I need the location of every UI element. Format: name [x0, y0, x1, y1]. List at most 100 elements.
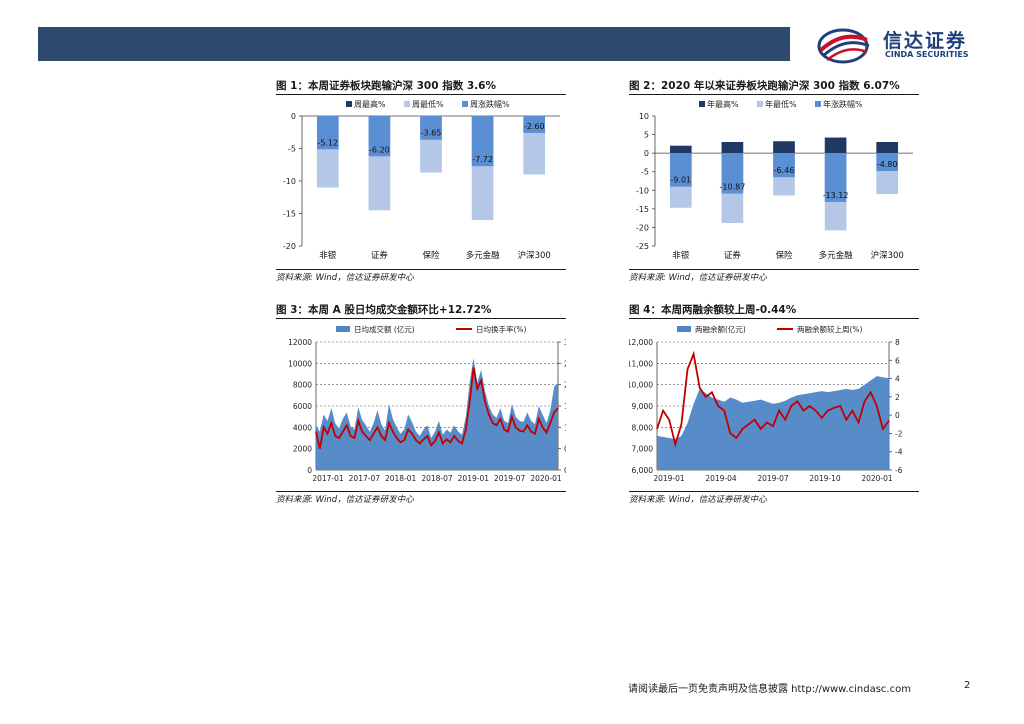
fig4-xtick-label-3: 2019-10: [809, 474, 841, 483]
fig2-bar-high-1: [721, 142, 744, 154]
figure-3-source: 资料来源: Wind，信达证券研发中心: [276, 495, 414, 505]
fig3-xtick-label-0: 2017-01: [312, 474, 344, 483]
fig4-legend-label-0: 两融余额(亿元): [695, 324, 746, 334]
fig2-ytick-label-3: -5: [641, 168, 649, 177]
figure-4-source: 资料来源: Wind，信达证券研发中心: [629, 495, 767, 505]
fig4-ytick-right-0: -6: [895, 466, 903, 475]
cinda-emblem-icon: [817, 28, 870, 64]
fig3-xtick-label-5: 2019-07: [494, 474, 526, 483]
fig1-bar-change-3: [471, 116, 494, 167]
figure-4-source-rule: [629, 491, 919, 492]
fig2-category-label-2: 保险: [775, 250, 793, 261]
fig3-ytick-right-3: 1.5: [564, 402, 566, 411]
fig1-legend-label-2: 周涨跌幅%: [470, 99, 510, 109]
fig2-legend-swatch-2: [815, 101, 821, 107]
fig4-ytick-left-4: 10,000: [629, 381, 653, 390]
page-number: 2: [964, 680, 971, 691]
fig1-category-label-4: 沪深300: [518, 250, 551, 261]
logo-english-name: CINDA SECURITIES: [885, 50, 969, 59]
fig3-ytick-right-6: 3: [564, 338, 566, 347]
fig4-ytick-right-5: 4: [895, 375, 900, 384]
figure-3-title-rule: [276, 318, 566, 319]
fig2-bar-high-3: [824, 137, 847, 154]
fig1-bar-change-1: [368, 116, 391, 157]
fig2-bar-change-0: [669, 153, 692, 187]
fig4-xtick-label-1: 2019-04: [705, 474, 737, 483]
fig1-ytick-label-3: -15: [283, 210, 296, 219]
fig1-data-label-3: -7.72: [472, 155, 493, 164]
fig2-bar-high-2: [773, 141, 795, 154]
fig4-line-series: [656, 350, 890, 448]
fig1-bar-change-2: [420, 116, 442, 140]
fig2-bar-change-2: [773, 153, 795, 178]
fig1-bar-change-0: [316, 116, 339, 150]
cinda-logo: 信达证券 CINDA SECURITIES: [815, 22, 995, 66]
figure-4-title: 图 4：本周两融余额较上周-0.44%: [629, 304, 797, 316]
fig2-bar-high-0: [669, 145, 692, 154]
fig1-data-label-2: -3.65: [421, 129, 442, 138]
fig1-legend-swatch-0: [346, 101, 352, 107]
fig1-ytick-label-0: 0: [291, 112, 296, 121]
fig2-legend-label-2: 年涨跌幅%: [823, 99, 863, 109]
fig4-xtick-label-2: 2019-07: [757, 474, 789, 483]
fig4-ytick-right-3: 0: [895, 411, 900, 420]
fig2-bar-change-4: [876, 153, 899, 171]
fig3-xtick-label-3: 2018-07: [421, 474, 453, 483]
figure-4-title-rule: [629, 318, 919, 319]
fig1-data-label-1: -6.20: [369, 145, 390, 154]
fig2-bar-change-1: [721, 153, 744, 194]
figure-3-title: 图 3：本周 A 股日均成交金额环比+12.72%: [276, 304, 492, 316]
fig2-ytick-label-1: 5: [644, 131, 649, 140]
fig3-legend-label-1: 日均换手率(%): [476, 324, 527, 334]
fig3-area-series: [316, 358, 558, 470]
fig2-data-label-4: -4.80: [877, 160, 898, 169]
fig4-ytick-left-6: 12,000: [629, 338, 653, 347]
fig4-ytick-left-0: 6,000: [632, 466, 654, 475]
fig2-legend-swatch-1: [757, 101, 763, 107]
fig2-data-label-2: -6.46: [774, 166, 795, 175]
fig1-category-label-0: 非银: [319, 250, 337, 261]
fig1-category-label-3: 多元金融: [466, 250, 501, 261]
footer-disclaimer: 请阅读最后一页免责声明及信息披露 http://www.cindasc.com: [628, 684, 911, 695]
figure-2-chart: 年最高% 年最低% 年涨跌幅% 10 5 0 -5 -10 -15 -20 -25 -9.01 非银 -1…: [636, 99, 913, 261]
fig2-ytick-label-7: -25: [636, 242, 649, 251]
figure-2-source: 资料来源: Wind，信达证券研发中心: [629, 273, 767, 283]
figure-2-source-rule: [629, 269, 919, 270]
fig3-ytick-right-4: 2: [564, 381, 566, 390]
fig3-xtick-label-2: 2018-01: [385, 474, 417, 483]
fig3-xtick-label-4: 2019-01: [458, 474, 490, 483]
fig4-ytick-right-7: 8: [895, 338, 900, 347]
fig3-ytick-left-6: 12000: [288, 338, 312, 347]
figure-1-chart: 周最高% 周最低% 周涨跌幅% 0 -5 -10 -15 -20 -5.12 非银 -6.20 证券 -…: [283, 99, 560, 261]
fig2-category-label-3: 多元金融: [819, 250, 854, 261]
fig2-category-label-4: 沪深300: [871, 250, 904, 261]
fig2-data-label-1: -10.87: [720, 183, 746, 192]
fig3-xtick-label-1: 2017-07: [349, 474, 381, 483]
fig1-data-label-0: -5.12: [317, 138, 338, 147]
fig4-ytick-left-3: 9,000: [632, 402, 654, 411]
fig3-ytick-left-5: 10000: [288, 359, 312, 368]
fig4-ytick-right-1: -4: [895, 448, 903, 457]
fig3-ytick-right-5: 2.5: [564, 359, 566, 368]
fig2-legend-label-0: 年最高%: [707, 99, 739, 109]
figure-4-chart: 两融余额(亿元) 两融余额较上周(%) 6,000 7,000 8,000 9,000 10…: [629, 324, 903, 483]
fig1-legend-swatch-1: [404, 101, 410, 107]
fig3-ytick-left-3: 6000: [293, 402, 312, 411]
logo-chinese-name: 信达证券: [883, 30, 968, 52]
fig4-ytick-right-6: 6: [895, 356, 900, 365]
fig1-category-label-1: 证券: [371, 250, 389, 261]
figure-1-source-rule: [276, 269, 566, 270]
fig2-bar-high-4: [876, 142, 899, 154]
fig3-legend-swatch-0: [336, 326, 350, 332]
fig3-legend-label-0: 日均成交额 (亿元): [354, 324, 415, 334]
fig2-ytick-label-5: -15: [636, 205, 649, 214]
fig3-ytick-left-0: 0: [307, 466, 312, 475]
fig4-xtick-label-0: 2019-01: [653, 474, 685, 483]
fig4-ytick-right-4: 2: [895, 393, 900, 402]
fig2-bar-change-3: [824, 153, 847, 202]
fig4-xtick-label-4: 2020-01: [861, 474, 893, 483]
fig3-xtick-label-6: 2020-01: [530, 474, 562, 483]
fig2-ytick-label-2: 0: [644, 149, 649, 158]
fig3-ytick-left-4: 8000: [293, 381, 312, 390]
fig4-legend-label-1: 两融余额较上周(%): [797, 324, 863, 334]
